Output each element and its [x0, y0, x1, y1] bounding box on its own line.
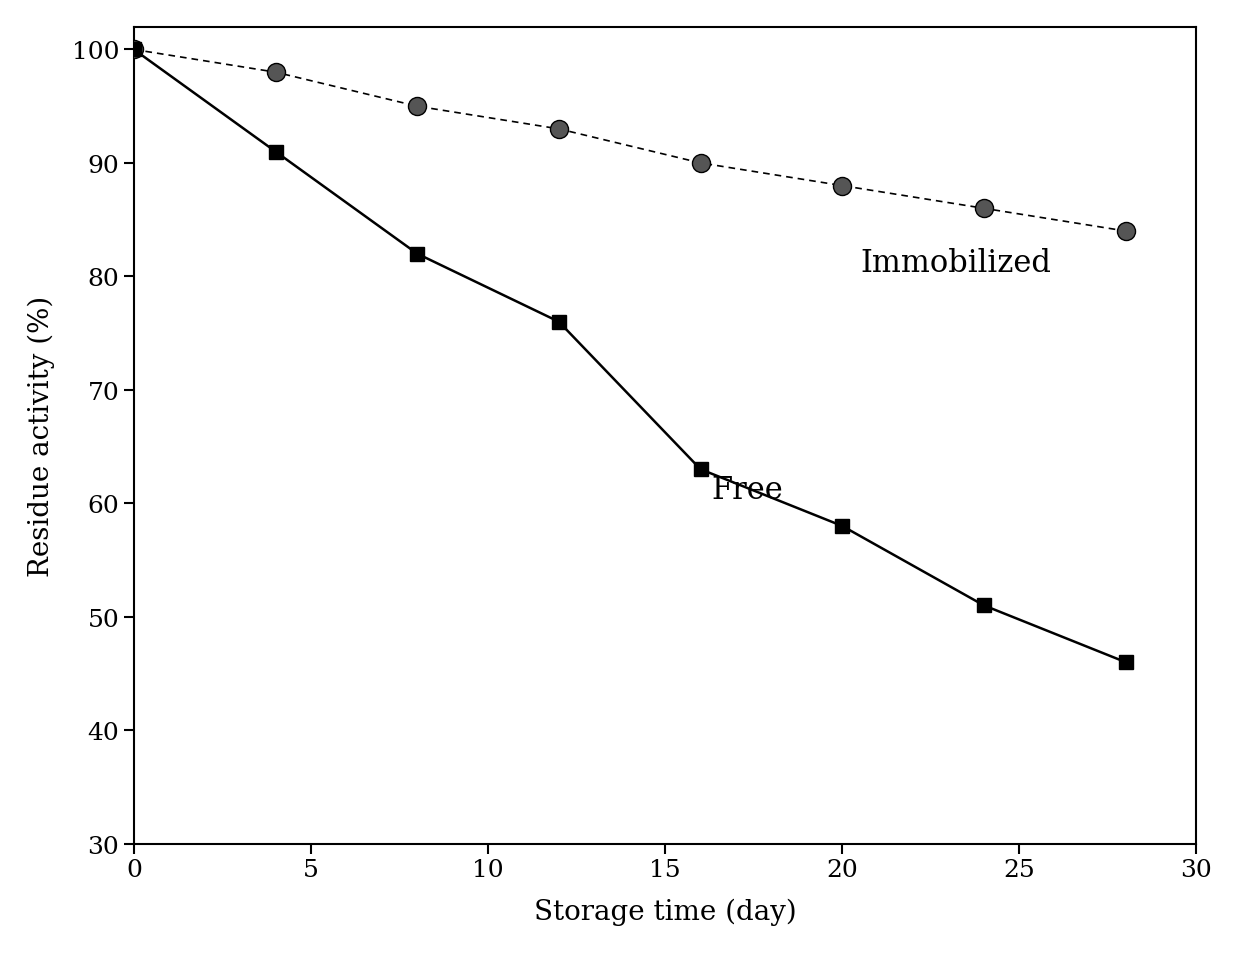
X-axis label: Storage time (day): Storage time (day): [533, 898, 796, 925]
Text: Free: Free: [712, 474, 782, 505]
Text: Immobilized: Immobilized: [859, 248, 1050, 278]
Y-axis label: Residue activity (%): Residue activity (%): [27, 295, 55, 577]
